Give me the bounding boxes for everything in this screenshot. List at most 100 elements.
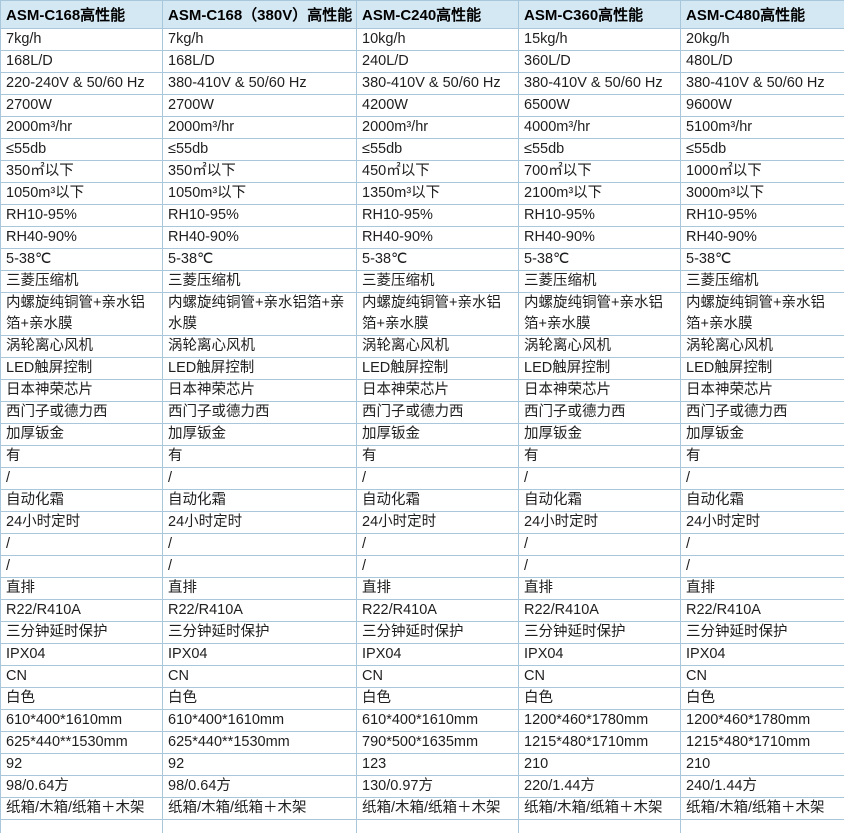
spec-cell: IPX04 xyxy=(518,643,681,666)
spec-cell: 2000m³/hr xyxy=(162,116,357,139)
spec-cell: RH10-95% xyxy=(680,204,844,227)
spec-cell: 2000m³/hr xyxy=(0,116,163,139)
spec-row: 2700W 2700W 4200W 6500W 9600W xyxy=(0,94,844,117)
spec-cell: 纸箱/木箱/纸箱＋木架 xyxy=(680,797,844,820)
spec-cell: 内螺旋纯铜管+亲水铝箔+亲水膜 xyxy=(356,292,519,336)
spec-cell: LED触屏控制 xyxy=(518,357,681,380)
spec-row: 168L/D 168L/D 240L/D 360L/D 480L/D xyxy=(0,50,844,73)
spec-cell: RH10-95% xyxy=(356,204,519,227)
spec-cell: 5-38℃ xyxy=(356,248,519,271)
spec-cell: 5-38℃ xyxy=(518,248,681,271)
spec-cell-empty xyxy=(356,819,519,833)
spec-cell: 1215*480*1710mm xyxy=(680,731,844,754)
spec-cell: / xyxy=(356,533,519,556)
spec-cell: 日本神荣芯片 xyxy=(356,379,519,402)
spec-cell: CN xyxy=(356,665,519,688)
spec-cell: R22/R410A xyxy=(518,599,681,622)
spec-cell: / xyxy=(518,533,681,556)
spec-cell: LED触屏控制 xyxy=(0,357,163,380)
spec-row: / / / / / xyxy=(0,533,844,556)
spec-cell: 350㎡以下 xyxy=(0,160,163,183)
spec-cell: / xyxy=(680,533,844,556)
spec-cell: CN xyxy=(518,665,681,688)
spec-cell: IPX04 xyxy=(680,643,844,666)
spec-cell: 7kg/h xyxy=(0,28,163,51)
spec-row: RH10-95% RH10-95% RH10-95% RH10-95% RH10-95% xyxy=(0,204,844,227)
spec-cell: 2100m³以下 xyxy=(518,182,681,205)
spec-cell: 790*500*1635mm xyxy=(356,731,519,754)
spec-cell: / xyxy=(518,467,681,490)
spec-cell: 220-240V & 50/60 Hz xyxy=(0,72,163,95)
spec-cell: 240L/D xyxy=(356,50,519,73)
spec-row: 98/0.64方 98/0.64方 130/0.97方 220/1.44方 240/1.… xyxy=(0,775,844,798)
spec-row: 西门子或德力西 西门子或德力西 西门子或德力西 西门子或德力西 西门子或德力西 xyxy=(0,401,844,424)
spec-row: 5-38℃ 5-38℃ 5-38℃ 5-38℃ 5-38℃ xyxy=(0,248,844,271)
spec-cell: R22/R410A xyxy=(0,599,163,622)
spec-cell: 625*440**1530mm xyxy=(0,731,163,754)
spec-cell: / xyxy=(0,555,163,578)
spec-row: 白色 白色 白色 白色 白色 xyxy=(0,687,844,710)
spec-cell: 6500W xyxy=(518,94,681,117)
spec-cell-empty xyxy=(162,819,357,833)
spec-cell: 涡轮离心风机 xyxy=(680,335,844,358)
spec-cell: RH10-95% xyxy=(0,204,163,227)
spec-cell: 日本神荣芯片 xyxy=(518,379,681,402)
spec-cell: 涡轮离心风机 xyxy=(518,335,681,358)
spec-cell: 涡轮离心风机 xyxy=(0,335,163,358)
spec-cell: R22/R410A xyxy=(356,599,519,622)
spec-cell: 9600W xyxy=(680,94,844,117)
spec-cell: 24小时定时 xyxy=(518,511,681,534)
spec-cell: 450㎡以下 xyxy=(356,160,519,183)
spec-cell: 三菱压缩机 xyxy=(162,270,357,293)
spec-cell: 有 xyxy=(0,445,163,468)
spec-cell: 350㎡以下 xyxy=(162,160,357,183)
spec-cell: 三分钟延时保护 xyxy=(518,621,681,644)
spec-cell: 三分钟延时保护 xyxy=(162,621,357,644)
spec-cell: 5-38℃ xyxy=(162,248,357,271)
column-header: ASM-C168（380V）高性能 xyxy=(162,0,357,29)
spec-cell: 西门子或德力西 xyxy=(356,401,519,424)
spec-row: 有有有有有 xyxy=(0,445,844,468)
spec-row: 自动化霜 自动化霜 自动化霜 自动化霜 自动化霜 xyxy=(0,489,844,512)
spec-cell: 168L/D xyxy=(162,50,357,73)
spec-cell: 4000m³/hr xyxy=(518,116,681,139)
spec-cell: 加厚钣金 xyxy=(162,423,357,446)
spec-cell: RH40-90% xyxy=(680,226,844,249)
spec-cell: 日本神荣芯片 xyxy=(680,379,844,402)
spec-cell: 白色 xyxy=(162,687,357,710)
spec-cell: 480L/D xyxy=(680,50,844,73)
spec-cell: 加厚钣金 xyxy=(518,423,681,446)
spec-row: 92 92 123 210 210 xyxy=(0,753,844,776)
spec-cell: IPX04 xyxy=(0,643,163,666)
spec-cell: 西门子或德力西 xyxy=(518,401,681,424)
spec-cell: 1200*460*1780mm xyxy=(518,709,681,732)
spec-cell: 10kg/h xyxy=(356,28,519,51)
spec-cell: 西门子或德力西 xyxy=(680,401,844,424)
spec-row: 24小时定时 24小时定时 24小时定时 24小时定时 24小时定时 xyxy=(0,511,844,534)
spec-cell: 纸箱/木箱/纸箱＋木架 xyxy=(356,797,519,820)
spec-cell: 98/0.64方 xyxy=(162,775,357,798)
spec-cell: / xyxy=(162,533,357,556)
spec-cell: 2000m³/hr xyxy=(356,116,519,139)
spec-cell: / xyxy=(0,533,163,556)
spec-cell: 380-410V & 50/60 Hz xyxy=(518,72,681,95)
spec-cell: 610*400*1610mm xyxy=(162,709,357,732)
spec-cell: 直排 xyxy=(0,577,163,600)
spec-cell: 3000m³以下 xyxy=(680,182,844,205)
spec-cell: 白色 xyxy=(518,687,681,710)
spec-cell: 白色 xyxy=(680,687,844,710)
spec-cell: 5-38℃ xyxy=(0,248,163,271)
spec-table-body: 7kg/h 7kg/h 10kg/h 15kg/h 20kg/h 168L/D 168L/D… xyxy=(0,28,844,833)
spec-cell: 24小时定时 xyxy=(356,511,519,534)
spec-row: CN CN CN CN CN xyxy=(0,665,844,688)
spec-cell: IPX04 xyxy=(356,643,519,666)
spec-cell: 白色 xyxy=(0,687,163,710)
spec-cell: 2700W xyxy=(162,94,357,117)
spec-cell: 自动化霜 xyxy=(0,489,163,512)
spec-row: 2000m³/hr 2000m³/hr 2000m³/hr 4000m³/hr 5100… xyxy=(0,116,844,139)
spec-row: 220-240V & 50/60 Hz 380-410V & 50/60 Hz 38… xyxy=(0,72,844,95)
spec-cell: 白色 xyxy=(356,687,519,710)
spec-row: 1050m³以下 1050m³以下 1350m³以下 2100m³以下 3000m³以下 xyxy=(0,182,844,205)
spec-cell: RH40-90% xyxy=(356,226,519,249)
